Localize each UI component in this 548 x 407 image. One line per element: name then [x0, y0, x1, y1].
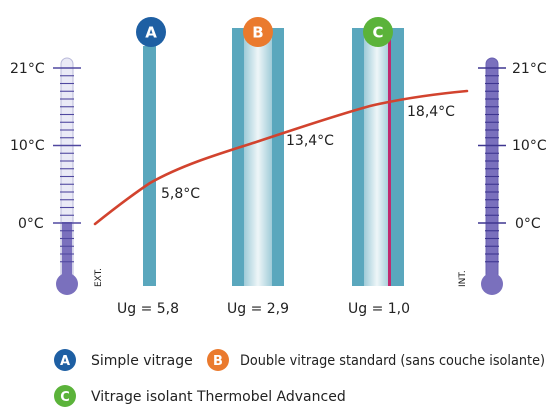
low-e-coating [388, 28, 391, 286]
thermometer-interior [478, 57, 506, 295]
thermometer-bulb [56, 273, 78, 295]
glass-pane [352, 28, 364, 286]
thermometer-exterior [53, 57, 81, 295]
thermometer-bulb [481, 273, 503, 295]
scale-label-0-left: 0°C [18, 216, 44, 232]
thermometer-fill [62, 222, 72, 280]
legend-badge-letter: B [213, 354, 223, 369]
scale-label-21-right: 21°C [512, 61, 547, 77]
ug-label-a: Ug = 5,8 [117, 301, 179, 317]
glass-pane [143, 46, 156, 286]
temperature-label-a: 5,8°C [161, 186, 200, 202]
badge-circle [136, 17, 166, 47]
air-gap [244, 28, 272, 286]
glass-pane [272, 28, 284, 286]
glass-pane [232, 28, 244, 286]
temperature-label-c: 18,4°C [407, 104, 455, 120]
legend-badge [54, 385, 76, 407]
badge-letter: C [372, 24, 383, 42]
legend-badge-letter: C [60, 390, 70, 405]
air-gap [364, 28, 390, 286]
glass-pane [390, 28, 404, 286]
badge-circle [243, 17, 273, 47]
ug-label-c: Ug = 1,0 [348, 301, 410, 317]
temperature-curve [93, 89, 469, 226]
badge-b: B [243, 17, 273, 47]
legend-badge [54, 349, 76, 371]
temperature-label-b: 13,4°C [286, 133, 334, 149]
legend-item-a: A Simple vitrage [54, 349, 193, 371]
glazing-b [232, 28, 284, 286]
legend: A Simple vitrage B Double vitrage standa… [54, 349, 545, 407]
scale-label-0-right: 0°C [515, 216, 541, 232]
legend-badge-letter: A [60, 354, 70, 369]
legend-item-c: C Vitrage isolant Thermobel Advanced [54, 385, 346, 407]
scale-label-10-left: 10°C [10, 138, 45, 154]
legend-label: Double vitrage standard (sans couche iso… [240, 353, 545, 369]
thermometer-ticks [478, 67, 506, 263]
glazing-a [143, 46, 156, 286]
badge-c: C [363, 17, 393, 47]
legend-label: Simple vitrage [91, 353, 193, 369]
exterior-label: EXT. [94, 268, 104, 287]
legend-item-b: B Double vitrage standard (sans couche i… [207, 349, 545, 371]
legend-badge [207, 349, 229, 371]
ug-label-b: Ug = 2,9 [227, 301, 289, 317]
badge-circle [363, 17, 393, 47]
badge-letter: A [145, 24, 157, 42]
scale-label-21-left: 21°C [10, 61, 45, 77]
legend-label: Vitrage isolant Thermobel Advanced [91, 389, 346, 405]
thermometer-ticks [53, 67, 81, 263]
badge-a: A [136, 17, 166, 47]
glazing-c [352, 28, 404, 286]
badge-letter: B [252, 24, 263, 42]
interior-label: INT. [458, 270, 468, 287]
scale-label-10-right: 10°C [512, 138, 547, 154]
